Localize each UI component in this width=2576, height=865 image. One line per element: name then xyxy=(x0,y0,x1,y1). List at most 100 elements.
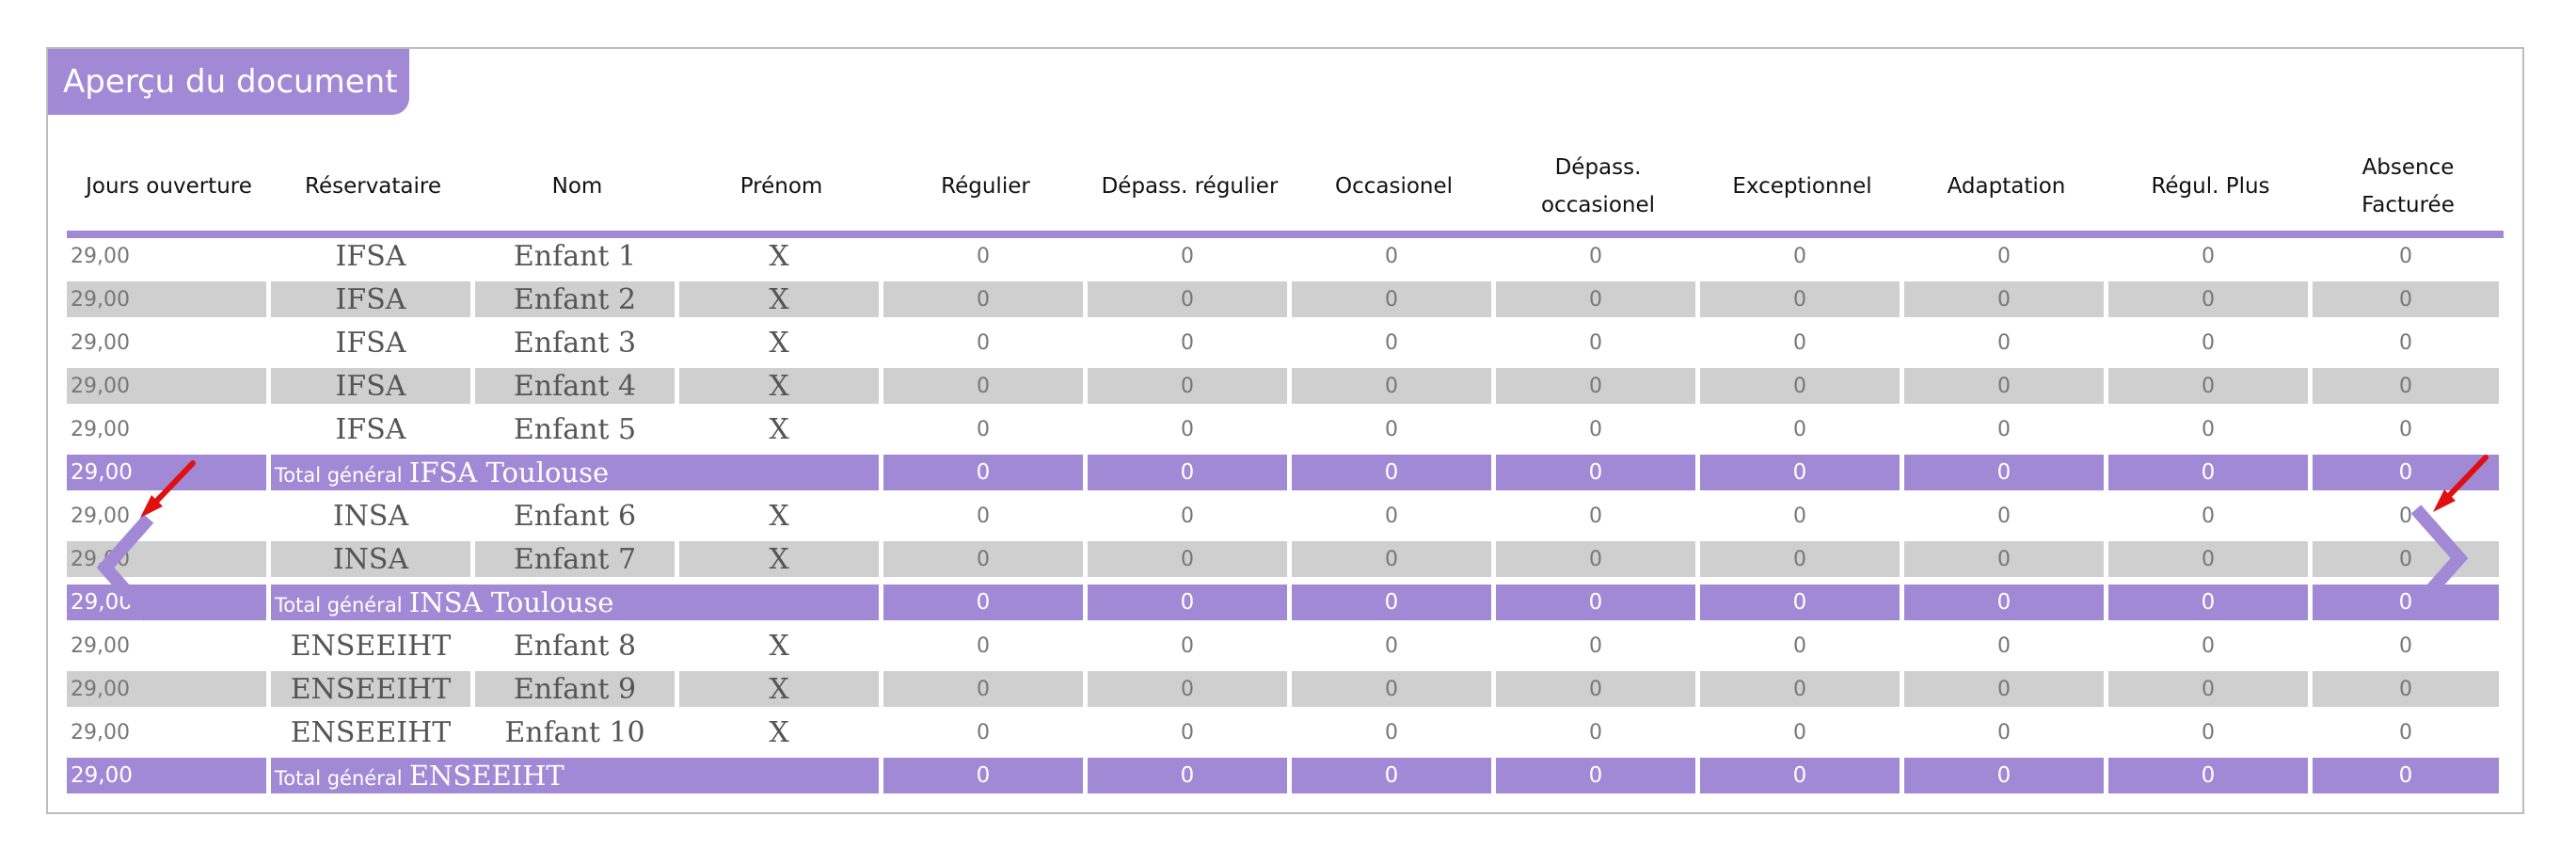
chevron-left-icon[interactable] xyxy=(92,511,158,624)
cell-occasionel: 0 xyxy=(1292,411,1496,455)
cell-nom: Enfant 2 xyxy=(475,281,679,325)
cell-depass-occasionel: 0 xyxy=(1496,281,1700,325)
cell-jours: 29,00 xyxy=(67,758,271,801)
header-exceptionnel: Exceptionnel xyxy=(1700,141,1904,238)
cell-adaptation: 0 xyxy=(1904,541,2108,585)
cell-depass-occasionel: 0 xyxy=(1496,368,1700,411)
cell-regulier: 0 xyxy=(883,411,1088,455)
cell-depass-occasionel: 0 xyxy=(1496,758,1700,801)
cell-nom: Enfant 7 xyxy=(475,541,679,585)
cell-depass-occasionel: 0 xyxy=(1496,498,1700,541)
cell-absence: 0 xyxy=(2313,238,2504,281)
cell-jours: 29,00 xyxy=(67,325,271,368)
cell-prenom: X xyxy=(679,714,883,758)
cell-absence: 0 xyxy=(2313,498,2504,541)
cell-jours: 29,00 xyxy=(67,585,271,628)
total-label: Total général ENSEEIHT xyxy=(271,758,883,801)
cell-exceptionnel: 0 xyxy=(1700,585,1904,628)
cell-regulier: 0 xyxy=(883,498,1088,541)
cell-exceptionnel: 0 xyxy=(1700,758,1904,801)
cell-regulier: 0 xyxy=(883,714,1088,758)
table-row: 29,00 IFSA Enfant 5 X 0 0 0 0 0 0 0 0 xyxy=(67,411,2504,455)
header-reservataire: Réservataire xyxy=(271,141,475,238)
red-arrow-icon xyxy=(2427,452,2493,518)
header-occasionel: Occasionel xyxy=(1292,141,1496,238)
cell-regulier: 0 xyxy=(883,368,1088,411)
total-row: 29,00 Total général INSA Toulouse 0 0 0 … xyxy=(67,585,2504,628)
cell-regul-plus: 0 xyxy=(2108,368,2313,411)
cell-prenom: X xyxy=(679,281,883,325)
cell-depass-regulier: 0 xyxy=(1088,368,1292,411)
cell-exceptionnel: 0 xyxy=(1700,541,1904,585)
total-prefix: Total général xyxy=(275,767,403,790)
cell-absence: 0 xyxy=(2313,671,2504,714)
cell-jours: 29,00 xyxy=(67,238,271,281)
cell-depass-occasionel: 0 xyxy=(1496,325,1700,368)
cell-nom: Enfant 8 xyxy=(475,628,679,671)
cell-absence: 0 xyxy=(2313,628,2504,671)
cell-nom: Enfant 6 xyxy=(475,498,679,541)
red-arrow-icon xyxy=(135,457,200,523)
cell-adaptation: 0 xyxy=(1904,628,2108,671)
cell-reservataire: IFSA xyxy=(271,325,475,368)
cell-reservataire: ENSEEIHT xyxy=(271,671,475,714)
cell-depass-regulier: 0 xyxy=(1088,628,1292,671)
cell-depass-regulier: 0 xyxy=(1088,541,1292,585)
cell-adaptation: 0 xyxy=(1904,498,2108,541)
cell-regulier: 0 xyxy=(883,671,1088,714)
table-row: 29,00 IFSA Enfant 1 X 0 0 0 0 0 0 0 0 xyxy=(67,238,2504,281)
cell-nom: Enfant 10 xyxy=(475,714,679,758)
cell-prenom: X xyxy=(679,671,883,714)
cell-absence: 0 xyxy=(2313,585,2504,628)
cell-exceptionnel: 0 xyxy=(1700,628,1904,671)
header-depass-regulier: Dépass. régulier xyxy=(1088,141,1292,238)
cell-reservataire: ENSEEIHT xyxy=(271,628,475,671)
cell-regul-plus: 0 xyxy=(2108,671,2313,714)
table-row: 29,00 ENSEEIHT Enfant 9 X 0 0 0 0 0 0 0 … xyxy=(67,671,2504,714)
cell-prenom: X xyxy=(679,628,883,671)
cell-jours: 29,00 xyxy=(67,411,271,455)
cell-occasionel: 0 xyxy=(1292,714,1496,758)
cell-depass-regulier: 0 xyxy=(1088,281,1292,325)
cell-occasionel: 0 xyxy=(1292,758,1496,801)
table-header-row: Jours ouverture Réservataire Nom Prénom … xyxy=(67,141,2504,238)
header-depass-occasionel: Dépass. occasionel xyxy=(1496,141,1700,238)
cell-depass-occasionel: 0 xyxy=(1496,714,1700,758)
table-row: 29,00 INSA Enfant 6 X 0 0 0 0 0 0 0 0 xyxy=(67,498,2504,541)
cell-prenom: X xyxy=(679,541,883,585)
cell-regul-plus: 0 xyxy=(2108,498,2313,541)
cell-jours: 29,00 xyxy=(67,671,271,714)
total-prefix: Total général xyxy=(275,464,403,487)
cell-regul-plus: 0 xyxy=(2108,714,2313,758)
cell-regulier: 0 xyxy=(883,325,1088,368)
cell-nom: Enfant 4 xyxy=(475,368,679,411)
cell-adaptation: 0 xyxy=(1904,368,2108,411)
cell-prenom: X xyxy=(679,411,883,455)
cell-exceptionnel: 0 xyxy=(1700,411,1904,455)
chevron-right-icon[interactable] xyxy=(2407,502,2473,615)
cell-occasionel: 0 xyxy=(1292,325,1496,368)
header-regul-plus: Régul. Plus xyxy=(2108,141,2313,238)
cell-regulier: 0 xyxy=(883,628,1088,671)
cell-nom: Enfant 3 xyxy=(475,325,679,368)
cell-nom: Enfant 9 xyxy=(475,671,679,714)
total-prefix: Total général xyxy=(275,594,403,617)
cell-adaptation: 0 xyxy=(1904,714,2108,758)
cell-depass-regulier: 0 xyxy=(1088,671,1292,714)
cell-depass-occasionel: 0 xyxy=(1496,585,1700,628)
cell-adaptation: 0 xyxy=(1904,585,2108,628)
cell-absence: 0 xyxy=(2313,368,2504,411)
cell-depass-occasionel: 0 xyxy=(1496,541,1700,585)
header-regulier: Régulier xyxy=(883,141,1088,238)
cell-reservataire: IFSA xyxy=(271,368,475,411)
cell-regulier: 0 xyxy=(883,585,1088,628)
cell-regul-plus: 0 xyxy=(2108,411,2313,455)
header-absence-facturee: Absence Facturée xyxy=(2313,141,2504,238)
cell-depass-occasionel: 0 xyxy=(1496,411,1700,455)
cell-exceptionnel: 0 xyxy=(1700,671,1904,714)
cell-occasionel: 0 xyxy=(1292,368,1496,411)
cell-regul-plus: 0 xyxy=(2108,628,2313,671)
table-row: 29,00 IFSA Enfant 3 X 0 0 0 0 0 0 0 0 xyxy=(67,325,2504,368)
cell-regulier: 0 xyxy=(883,281,1088,325)
cell-nom: Enfant 5 xyxy=(475,411,679,455)
